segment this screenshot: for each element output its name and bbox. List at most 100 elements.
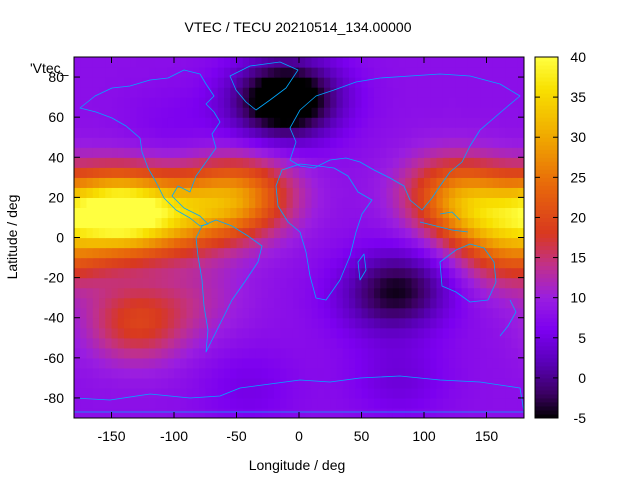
heatmap-cell <box>292 57 300 68</box>
heatmap-cell <box>474 287 481 299</box>
heatmap-cell <box>74 287 81 299</box>
heatmap-cell <box>111 327 119 339</box>
heatmap-cell <box>361 167 369 178</box>
heatmap-cell <box>124 87 131 98</box>
heatmap-cell <box>305 137 313 148</box>
heatmap-cell <box>436 177 444 188</box>
heatmap-cell <box>317 317 325 329</box>
heatmap-cell <box>286 247 294 259</box>
colorbar-step <box>535 221 558 226</box>
heatmap-cell <box>167 107 175 118</box>
heatmap-cell <box>392 157 400 168</box>
heatmap-cell <box>161 77 169 88</box>
heatmap-cell <box>174 127 181 138</box>
heatmap-cell <box>342 377 350 389</box>
heatmap-cell <box>399 127 406 138</box>
heatmap-cell <box>117 217 125 229</box>
heatmap-cell <box>417 267 425 279</box>
colorbar-step <box>535 93 558 98</box>
heatmap-cell <box>174 397 181 409</box>
heatmap-cell <box>274 367 281 379</box>
heatmap-cell <box>155 387 163 399</box>
colorbar-step <box>535 297 558 303</box>
heatmap-cell <box>117 57 125 68</box>
heatmap-cell <box>499 67 506 78</box>
heatmap-cell <box>124 207 131 219</box>
heatmap-cell <box>480 217 488 229</box>
heatmap-cell <box>405 407 413 418</box>
heatmap-cell <box>449 337 456 349</box>
heatmap-cell <box>180 147 188 158</box>
heatmap-cell <box>355 387 363 399</box>
heatmap-cell <box>299 377 306 389</box>
heatmap-cell <box>205 347 213 359</box>
colorbar-tick-label: 20 <box>570 209 586 225</box>
heatmap-cell <box>374 287 381 299</box>
heatmap-cell <box>124 57 131 68</box>
heatmap-cell <box>186 167 194 178</box>
heatmap-cell <box>180 327 188 339</box>
heatmap-cell <box>417 197 425 209</box>
heatmap-cell <box>105 217 113 229</box>
heatmap-cell <box>330 107 338 118</box>
heatmap-cell <box>430 87 438 98</box>
heatmap-cell <box>280 187 288 198</box>
heatmap-cell <box>424 177 431 188</box>
heatmap-cell <box>386 287 394 299</box>
heatmap-cell <box>242 367 250 379</box>
colorbar-step <box>535 341 558 347</box>
heatmap-cell <box>336 77 344 88</box>
heatmap-cell <box>142 207 150 219</box>
heatmap-cell <box>474 137 481 148</box>
heatmap-cell <box>211 337 219 349</box>
heatmap-cell <box>105 67 113 78</box>
heatmap-cell <box>380 237 388 249</box>
heatmap-cell <box>430 337 438 349</box>
heatmap-cell <box>430 237 438 249</box>
heatmap-cell <box>180 237 188 249</box>
heatmap-cell <box>124 117 131 128</box>
heatmap-cell <box>461 317 469 329</box>
heatmap-cell <box>255 217 263 229</box>
heatmap-cell <box>86 337 94 349</box>
heatmap-cell <box>192 67 200 78</box>
heatmap-cell <box>361 57 369 68</box>
heatmap-cell <box>267 327 275 339</box>
heatmap-cell <box>105 317 113 329</box>
heatmap-cell <box>180 177 188 188</box>
heatmap-cell <box>117 237 125 249</box>
x-tick-label: -150 <box>97 428 125 444</box>
heatmap-cell <box>324 267 331 279</box>
heatmap-cell <box>280 237 288 249</box>
heatmap-cell <box>399 67 406 78</box>
heatmap-cell <box>474 247 481 259</box>
heatmap-cell <box>242 107 250 118</box>
heatmap-cell <box>461 287 469 299</box>
heatmap-cell <box>442 347 450 359</box>
heatmap-cell <box>211 327 219 339</box>
heatmap-cell <box>255 77 263 88</box>
heatmap-cell <box>467 207 475 219</box>
heatmap-cell <box>286 237 294 249</box>
heatmap-cell <box>355 397 363 409</box>
heatmap-cell <box>424 127 431 138</box>
heatmap-cell <box>80 277 88 289</box>
heatmap-cell <box>249 337 256 349</box>
heatmap-cell <box>99 267 106 279</box>
heatmap-cell <box>242 277 250 289</box>
heatmap-cell <box>111 157 119 168</box>
heatmap-cell <box>486 397 494 409</box>
heatmap-cell <box>124 157 131 168</box>
heatmap-cell <box>130 107 138 118</box>
heatmap-cell <box>261 67 269 78</box>
heatmap-cell <box>467 247 475 259</box>
heatmap-cell <box>224 147 231 158</box>
heatmap-cell <box>361 187 369 198</box>
heatmap-cell <box>311 337 319 349</box>
heatmap-cell <box>167 317 175 329</box>
heatmap-cell <box>105 237 113 249</box>
heatmap-cell <box>149 267 156 279</box>
heatmap-cell <box>480 197 488 209</box>
heatmap-cell <box>330 167 338 178</box>
heatmap-cell <box>374 127 381 138</box>
